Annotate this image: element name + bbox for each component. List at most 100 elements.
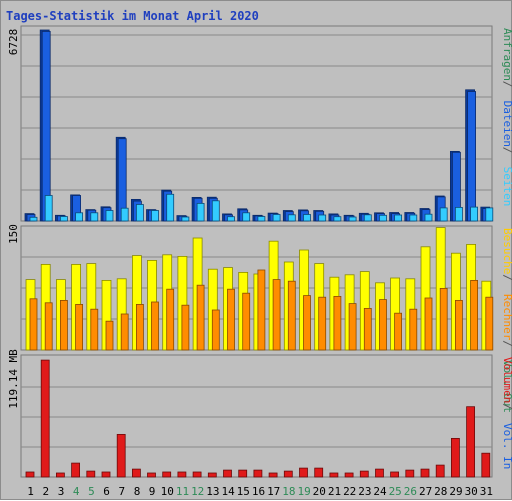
bar-seiten-day-13 <box>211 200 220 222</box>
bar-seiten-day-7 <box>120 207 129 222</box>
legend-label: Vol. Out <box>501 360 512 413</box>
x-tick-label-day-19: 19 <box>297 485 310 498</box>
x-tick-label-day-11: 11 <box>176 485 189 498</box>
bar-seiten-day-1 <box>29 216 38 222</box>
x-tick-label-day-5: 5 <box>88 485 95 498</box>
bar-volumen-day-17 <box>268 472 278 478</box>
x-tick-label-day-10: 10 <box>161 485 174 498</box>
bar-rechner-day-14 <box>227 288 235 351</box>
bar-rechner-day-26 <box>409 308 418 351</box>
bar-volumen-day-29 <box>450 437 460 478</box>
bar-seiten-day-16 <box>257 216 266 222</box>
bar-volumen-day-21 <box>329 472 339 478</box>
bar-seiten-day-22 <box>348 216 357 222</box>
bar-volumen-day-3 <box>56 472 65 478</box>
bar-rechner-day-20 <box>318 296 327 351</box>
bar-rechner-day-30 <box>470 279 479 351</box>
x-tick-label-day-8: 8 <box>134 485 141 498</box>
legend-label: / <box>501 340 512 347</box>
x-tick-label-day-3: 3 <box>58 485 65 498</box>
x-tick-label-day-18: 18 <box>282 485 295 498</box>
bar-volumen-day-26 <box>405 469 415 478</box>
x-tick-label-day-17: 17 <box>267 485 280 498</box>
bar-seiten-day-28 <box>439 207 448 222</box>
x-tick-label-day-9: 9 <box>149 485 156 498</box>
bar-volumen-day-5 <box>86 470 96 478</box>
bar-volumen-day-27 <box>420 468 430 478</box>
bar-rechner-day-16 <box>257 269 266 351</box>
bar-volumen-day-24 <box>375 468 384 478</box>
legend-label: Seiten <box>501 167 512 207</box>
bar-rechner-day-22 <box>348 303 357 351</box>
legend-label: / <box>501 81 512 88</box>
bar-seiten-day-25 <box>394 214 403 222</box>
bar-rechner-day-27 <box>424 297 433 351</box>
bar-seiten-day-9 <box>151 210 159 222</box>
bar-rechner-day-12 <box>196 284 205 351</box>
legend-label: Dateien <box>501 101 512 147</box>
bar-volumen-day-14 <box>223 469 232 478</box>
bar-rechner-day-8 <box>135 303 144 351</box>
x-tick-label-day-25: 25 <box>389 485 402 498</box>
bar-volumen-day-9 <box>147 472 156 478</box>
bar-dateien-day-30 <box>467 91 477 222</box>
bar-volumen-day-23 <box>359 470 369 478</box>
bar-seiten-day-18 <box>287 214 296 222</box>
bar-seiten-day-6 <box>105 210 114 222</box>
bar-rechner-day-28 <box>439 287 448 351</box>
bar-rechner-day-21 <box>333 295 342 351</box>
bar-volumen-day-1 <box>25 471 35 478</box>
bar-rechner-day-1 <box>29 298 38 351</box>
bar-seiten-day-14 <box>227 216 235 222</box>
bar-seiten-day-12 <box>196 202 205 222</box>
x-tick-label-day-30: 30 <box>465 485 478 498</box>
y-axis-max-label: 6728 <box>7 29 20 56</box>
bar-seiten-day-20 <box>318 214 327 222</box>
bar-volumen-day-4 <box>71 462 80 478</box>
bar-rechner-day-23 <box>363 307 372 351</box>
bar-seiten-day-24 <box>379 214 387 222</box>
x-tick-label-day-12: 12 <box>191 485 204 498</box>
bar-rechner-day-6 <box>105 320 114 351</box>
legend-label: / <box>501 403 512 410</box>
legend-label: Volumen <box>501 357 512 403</box>
x-tick-label-day-15: 15 <box>237 485 250 498</box>
bar-seiten-day-11 <box>181 216 190 222</box>
chart-title: Tages-Statistik im Monat April 2020 <box>6 9 259 23</box>
bar-dateien-day-2 <box>41 30 51 222</box>
bar-seiten-day-29 <box>454 206 463 222</box>
x-tick-label-day-23: 23 <box>358 485 371 498</box>
bar-rechner-day-3 <box>60 299 68 351</box>
bar-seiten-day-2 <box>44 195 53 222</box>
legend-label: Rechner <box>501 294 512 341</box>
bar-rechner-day-13 <box>211 309 220 351</box>
bar-volumen-day-30 <box>466 406 476 478</box>
bar-volumen-day-7 <box>116 433 126 478</box>
bar-rechner-day-29 <box>454 299 463 351</box>
bar-rechner-day-18 <box>287 280 296 351</box>
bar-seiten-day-15 <box>242 212 251 222</box>
bar-volumen-day-8 <box>131 468 141 478</box>
bar-rechner-day-2 <box>44 302 53 351</box>
bar-seiten-day-21 <box>333 216 342 222</box>
x-tick-label-day-27: 27 <box>419 485 432 498</box>
bar-seiten-day-26 <box>409 214 418 222</box>
x-tick-label-day-29: 29 <box>449 485 462 498</box>
legend-label: / <box>501 274 512 281</box>
bar-seiten-day-19 <box>303 214 311 222</box>
bar-volumen-day-12 <box>192 471 202 478</box>
bar-volumen-day-18 <box>283 470 293 478</box>
bar-seiten-day-27 <box>424 213 433 222</box>
bar-volumen-day-25 <box>390 471 400 478</box>
bar-volumen-day-15 <box>238 469 248 478</box>
legend-label: Besuche <box>501 228 512 274</box>
x-tick-label-day-16: 16 <box>252 485 265 498</box>
bar-seiten-day-23 <box>363 214 372 222</box>
x-tick-label-day-22: 22 <box>343 485 356 498</box>
x-tick-label-day-14: 14 <box>221 485 235 498</box>
bar-volumen-day-16 <box>253 469 263 478</box>
bar-rechner-day-24 <box>379 299 387 351</box>
bar-seiten-day-17 <box>272 214 281 222</box>
x-tick-label-day-7: 7 <box>118 485 125 498</box>
